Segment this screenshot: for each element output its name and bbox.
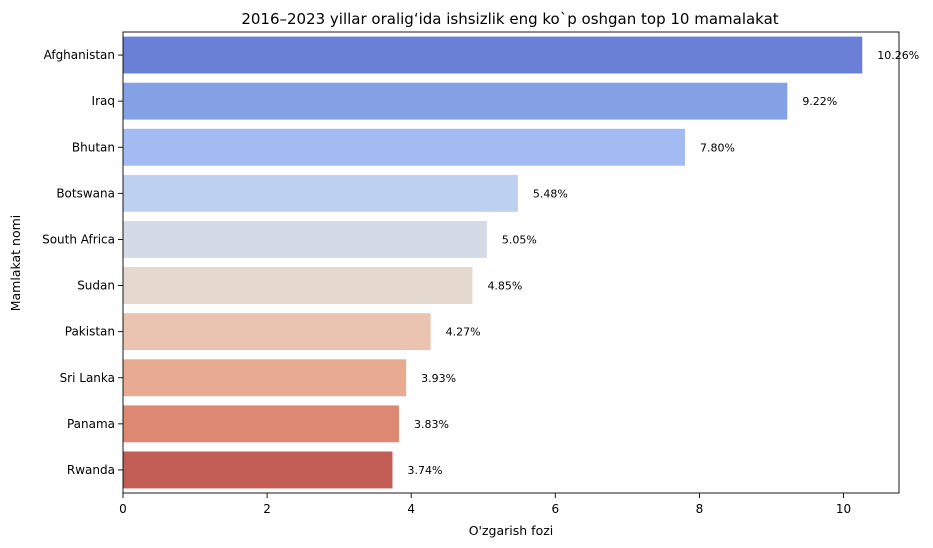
y-tick-label: Rwanda [67, 463, 115, 477]
plot-frame [122, 31, 900, 494]
bar-panama [123, 405, 399, 443]
x-axis-ticks: 0 2 4 6 8 10 [119, 493, 851, 516]
y-tick-label: Sri Lanka [60, 371, 115, 385]
data-label: 3.93% [421, 372, 456, 385]
data-label: 5.05% [502, 233, 537, 246]
x-tick-label: 6 [551, 502, 559, 516]
y-axis-label: Mamlakat nomi [8, 215, 23, 312]
bars-group [123, 36, 863, 489]
x-tick-label: 0 [119, 502, 127, 516]
y-tick-label: Iraq [92, 94, 115, 108]
data-label: 9.22% [802, 95, 837, 108]
y-tick-label: Afghanistan [44, 48, 115, 62]
y-tick-label: Bhutan [72, 140, 115, 154]
x-tick-label: 4 [407, 502, 415, 516]
data-label: 5.48% [533, 187, 568, 200]
chart-title: 2016–2023 yillar oraligʻida ishsizlik en… [241, 10, 778, 28]
bar-south-africa [123, 221, 487, 258]
bar-sri-lanka [123, 359, 407, 397]
y-tick-label: Botswana [56, 186, 115, 200]
x-axis-label: O'zgarish fozi [469, 523, 554, 538]
y-tick-label: South Africa [42, 232, 115, 246]
bar-afghanistan [123, 36, 863, 74]
x-tick-label: 2 [263, 502, 271, 516]
data-label: 10.26% [877, 49, 919, 62]
data-label: 3.83% [414, 418, 449, 431]
bar-pakistan [123, 313, 431, 351]
data-label: 4.85% [487, 280, 522, 293]
y-tick-label: Pakistan [65, 325, 115, 339]
bar-iraq [123, 82, 788, 120]
y-axis-ticks: Afghanistan Iraq Bhutan Botswana South Afric… [42, 48, 123, 477]
bar-rwanda [123, 451, 393, 489]
data-label: 4.27% [446, 326, 481, 339]
bar-bhutan [123, 128, 686, 166]
data-labels-group: 10.26% 9.22% 7.80% 5.48% 5.05% 4.85% 4.27% 3.93… [407, 49, 919, 477]
data-label: 7.80% [700, 141, 735, 154]
bar-botswana [123, 174, 518, 212]
x-tick-label: 8 [696, 502, 704, 516]
data-label: 3.74% [407, 464, 442, 477]
x-tick-label: 10 [836, 502, 851, 516]
bar-sudan [123, 267, 473, 304]
y-tick-label: Panama [67, 417, 115, 431]
y-tick-label: Sudan [77, 279, 115, 293]
